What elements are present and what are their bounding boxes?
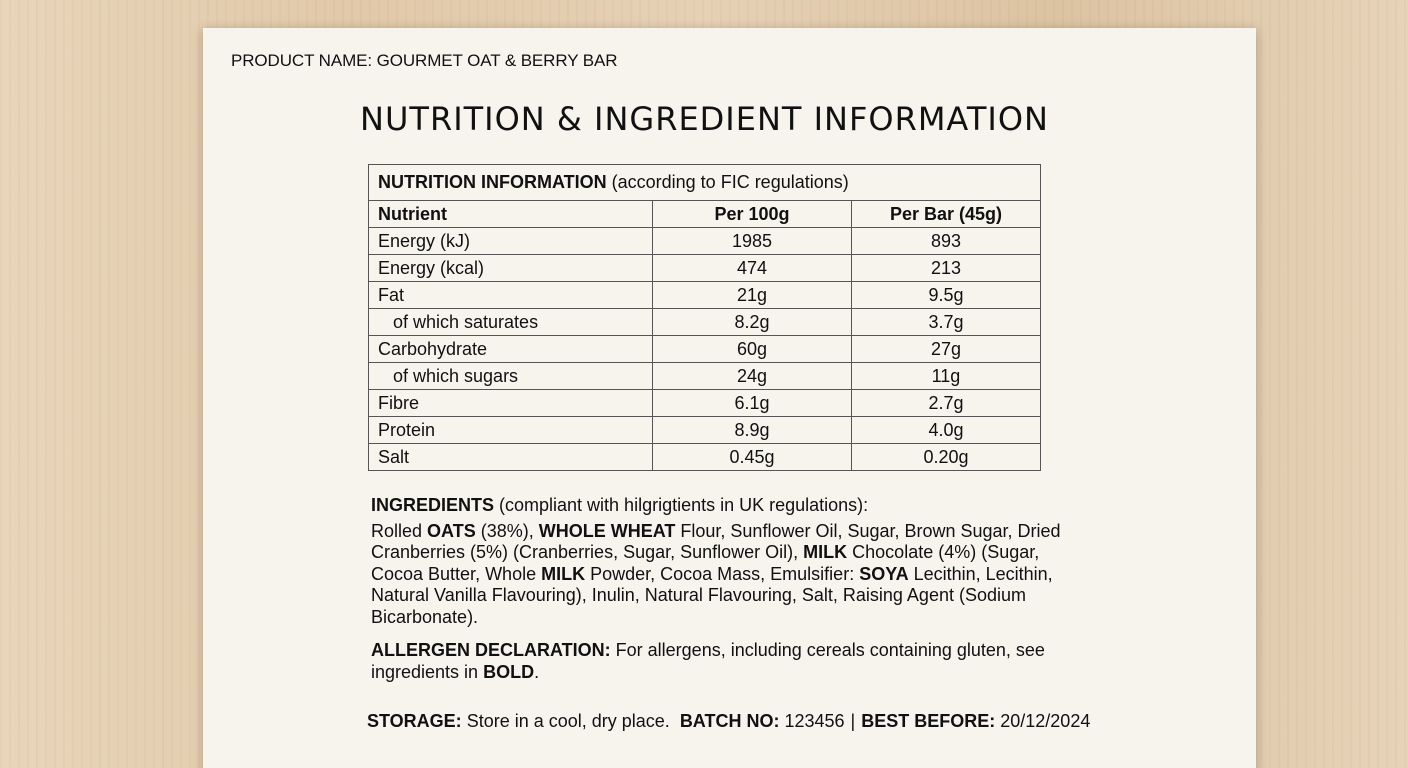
per-100g-value: 8.2g — [652, 308, 852, 336]
storage-text: Store in a cool, dry place. — [461, 711, 670, 731]
allergen-end: . — [534, 661, 540, 682]
ingredients-list: Rolled OATS (38%), WHOLE WHEAT Flour, Su… — [371, 521, 1061, 629]
ingredient-text: Rolled — [371, 520, 428, 541]
allergen-ingredient: MILK — [541, 563, 586, 584]
ingredient-text: Lecithin, Lecithin, Natural Vanilla Flav… — [371, 563, 1053, 627]
per-bar-value: 9.5g — [850, 281, 1042, 309]
allergen-label: ALLERGEN DECLARATION: — [371, 640, 611, 660]
best-before-label: BEST BEFORE: — [861, 711, 996, 731]
nutrient-name: Salt — [367, 443, 654, 471]
allergen-ingredient: MILK — [803, 542, 848, 562]
per-100g-value: 474 — [652, 254, 852, 282]
ingredients-heading-rest: (compliant with hilgrigtients in UK regu… — [494, 495, 869, 515]
ingredients-heading-bold: INGREDIENTS — [371, 495, 495, 515]
label-sheet: PRODUCT NAME: GOURMET OAT & BERRY BAR NU… — [203, 28, 1256, 768]
table-row: Energy (kcal) 474 213 — [367, 254, 1042, 282]
per-100g-value: 21g — [652, 281, 852, 309]
per-100g-value: 1985 — [652, 227, 852, 255]
per-bar-value: 3.7g — [850, 308, 1042, 336]
nutrient-name: Fat — [367, 281, 654, 309]
header-nutrient: Nutrient — [367, 200, 654, 228]
ingredient-text: (38%), — [475, 520, 539, 541]
allergen-ingredient: WHOLE WHEAT — [538, 520, 676, 541]
per-bar-value: 2.7g — [850, 389, 1042, 417]
table-row: of which sugars 24g 11g — [367, 362, 1042, 390]
per-100g-value: 6.1g — [652, 389, 852, 417]
nutrition-table: NUTRITION INFORMATION (according to FIC … — [367, 164, 1042, 471]
nutrition-table-caption: NUTRITION INFORMATION (according to FIC … — [368, 164, 1041, 201]
allergen-text: For allergens, including cereals contain… — [371, 640, 1045, 682]
ingredient-text: Chocolate (4%) (Sugar, Cocoa Butter, Who… — [371, 542, 1040, 584]
ingredients-section: INGREDIENTS (compliant with hilgrigtient… — [371, 495, 1061, 628]
ingredients-heading: INGREDIENTS (compliant with hilgrigtient… — [371, 495, 1061, 517]
nutrient-name: of which sugars — [367, 362, 654, 390]
per-bar-value: 11g — [850, 362, 1042, 390]
page-title: NUTRITION & INGREDIENT INFORMATION — [360, 100, 1049, 138]
nutrient-name: of which saturates — [367, 308, 654, 336]
allergen-ingredient: SOYA — [859, 563, 909, 584]
per-bar-value: 213 — [850, 254, 1042, 282]
per-100g-value: 0.45g — [652, 443, 852, 471]
table-row: Energy (kJ) 1985 893 — [367, 227, 1042, 255]
nutrient-name: Fibre — [367, 389, 654, 417]
nutrient-name: Energy (kcal) — [367, 254, 654, 282]
storage-label: STORAGE: — [367, 711, 462, 731]
best-before-value: 20/12/2024 — [995, 711, 1091, 731]
per-bar-value: 4.0g — [850, 416, 1042, 444]
allergen-ingredient: OATS — [427, 520, 476, 541]
table-row: Protein 8.9g 4.0g — [367, 416, 1042, 444]
per-bar-value: 0.20g — [850, 443, 1042, 471]
ingredient-text: Powder, Cocoa Mass, Emulsifier: — [585, 563, 860, 584]
product-name: PRODUCT NAME: GOURMET OAT & BERRY BAR — [231, 51, 618, 70]
header-per-bar: Per Bar (45g) — [850, 200, 1042, 228]
table-row: Fat 21g 9.5g — [367, 281, 1042, 309]
per-100g-value: 24g — [652, 362, 852, 390]
ingredient-text: Flour, Sunflower Oil, Sugar, Brown Sugar… — [371, 520, 1061, 563]
footer-separator: | — [850, 711, 856, 731]
nutrient-name: Energy (kJ) — [367, 227, 654, 255]
per-bar-value: 893 — [850, 227, 1042, 255]
nutrient-name: Carbohydrate — [367, 335, 654, 363]
header-per-100g: Per 100g — [652, 200, 852, 228]
caption-bold: NUTRITION INFORMATION — [378, 172, 607, 192]
allergen-declaration: ALLERGEN DECLARATION: For allergens, inc… — [371, 640, 1061, 683]
batch-label: BATCH NO: — [679, 711, 780, 731]
batch-value: 123456 — [779, 711, 845, 731]
allergen-bold-word: BOLD — [483, 661, 535, 682]
per-100g-value: 60g — [652, 335, 852, 363]
storage-batch-line: STORAGE: Store in a cool, dry place. BAT… — [367, 711, 1090, 732]
table-row: Salt 0.45g 0.20g — [367, 443, 1042, 471]
table-row: Fibre 6.1g 2.7g — [367, 389, 1042, 417]
table-row: Carbohydrate 60g 27g — [367, 335, 1042, 363]
per-bar-value: 27g — [850, 335, 1042, 363]
caption-rest: (according to FIC regulations) — [606, 172, 849, 192]
per-100g-value: 8.9g — [652, 416, 852, 444]
table-row: of which saturates 8.2g 3.7g — [367, 308, 1042, 336]
nutrient-name: Protein — [367, 416, 654, 444]
